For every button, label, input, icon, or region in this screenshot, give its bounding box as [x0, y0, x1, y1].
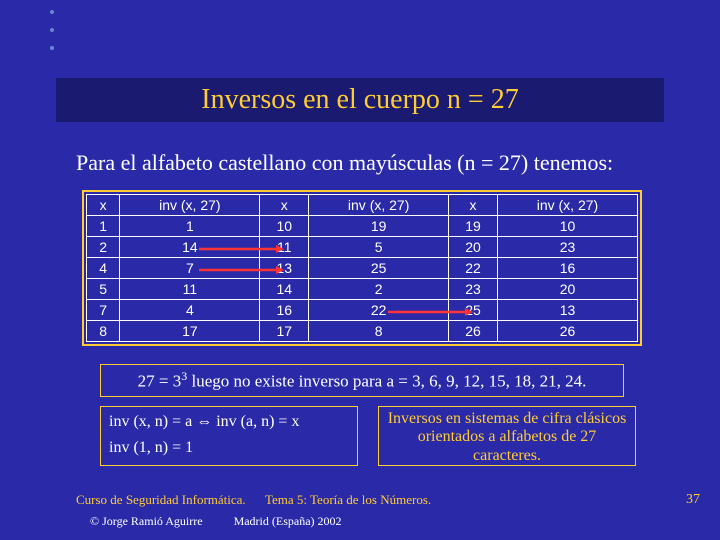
inverses-table-container: xinv (x, 27)xinv (x, 27)xinv (x, 27) 111… [82, 190, 642, 346]
footer-line-2: © Jorge Ramió Aguirre Madrid (España) 20… [90, 514, 342, 529]
table-cell: 23 [449, 279, 498, 300]
table-cell: 8 [309, 321, 449, 342]
table-header-cell: x [260, 195, 309, 216]
table-row: 4713252216 [87, 258, 638, 279]
title-bar: Inversos en el cuerpo n = 27 [56, 78, 664, 122]
table-header-cell: inv (x, 27) [497, 195, 637, 216]
table-row: 5111422320 [87, 279, 638, 300]
table-cell: 11 [120, 279, 260, 300]
table-cell: 14 [120, 237, 260, 258]
table-cell: 1 [87, 216, 120, 237]
note-box: 27 = 33 luego no existe inverso para a =… [100, 364, 624, 397]
footer-topic: Tema 5: Teoría de los Números. [265, 492, 431, 507]
table-cell: 5 [309, 237, 449, 258]
table-cell: 17 [120, 321, 260, 342]
table-cell: 22 [309, 300, 449, 321]
intro-text: Para el alfabeto castellano con mayúscul… [76, 150, 613, 176]
bullet-dot [50, 46, 54, 50]
table-cell: 13 [497, 300, 637, 321]
table-header-cell: inv (x, 27) [120, 195, 260, 216]
table-cell: 4 [120, 300, 260, 321]
table-cell: 25 [309, 258, 449, 279]
table-cell: 17 [260, 321, 309, 342]
note-suffix: luego no existe inverso para a = 3, 6, 9… [187, 372, 586, 391]
table-cell: 16 [260, 300, 309, 321]
table-row: 8171782626 [87, 321, 638, 342]
footer-author: Jorge Ramió Aguirre [102, 514, 202, 528]
table-cell: 11 [260, 237, 309, 258]
footer-line-1: Curso de Seguridad Informática. Tema 5: … [76, 492, 431, 508]
table-cell: 1 [120, 216, 260, 237]
slide-title: Inversos en el cuerpo n = 27 [201, 84, 518, 116]
table-cell: 22 [449, 258, 498, 279]
footer-course: Curso de Seguridad Informática. [76, 492, 246, 507]
table-cell: 20 [497, 279, 637, 300]
table-cell: 10 [260, 216, 309, 237]
table-cell: 13 [260, 258, 309, 279]
inverses-table: xinv (x, 27)xinv (x, 27)xinv (x, 27) 111… [86, 194, 638, 342]
note-prefix: 27 = 3 [138, 372, 182, 391]
table-cell: 5 [87, 279, 120, 300]
decorative-bullets [50, 10, 54, 64]
table-header-cell: x [87, 195, 120, 216]
table-row: 2141152023 [87, 237, 638, 258]
table-cell: 8 [87, 321, 120, 342]
table-cell: 16 [497, 258, 637, 279]
footer-place: Madrid (España) 2002 [234, 514, 342, 528]
table-cell: 19 [449, 216, 498, 237]
identity-line-2: inv (1, n) = 1 [109, 439, 349, 457]
table-cell: 26 [449, 321, 498, 342]
table-cell: 19 [309, 216, 449, 237]
table-row: 7416222513 [87, 300, 638, 321]
bullet-dot [50, 10, 54, 14]
table-cell: 4 [87, 258, 120, 279]
table-cell: 7 [87, 300, 120, 321]
table-row: 1110191910 [87, 216, 638, 237]
table-cell: 7 [120, 258, 260, 279]
identity-box: inv (x, n) = a ⇔ inv (a, n) = x inv (1, … [100, 406, 358, 466]
table-cell: 26 [497, 321, 637, 342]
table-cell: 20 [449, 237, 498, 258]
table-header-cell: x [449, 195, 498, 216]
page-number: 37 [686, 492, 700, 508]
copyright-symbol: © [90, 514, 102, 528]
bullet-dot [50, 28, 54, 32]
table-cell: 23 [497, 237, 637, 258]
identity-line-1: inv (x, n) = a ⇔ inv (a, n) = x [109, 413, 349, 431]
table-cell: 2 [309, 279, 449, 300]
summary-box: Inversos en sistemas de cifra clásicos o… [378, 406, 636, 466]
table-cell: 2 [87, 237, 120, 258]
table-cell: 10 [497, 216, 637, 237]
table-header-cell: inv (x, 27) [309, 195, 449, 216]
table-cell: 25 [449, 300, 498, 321]
table-cell: 14 [260, 279, 309, 300]
